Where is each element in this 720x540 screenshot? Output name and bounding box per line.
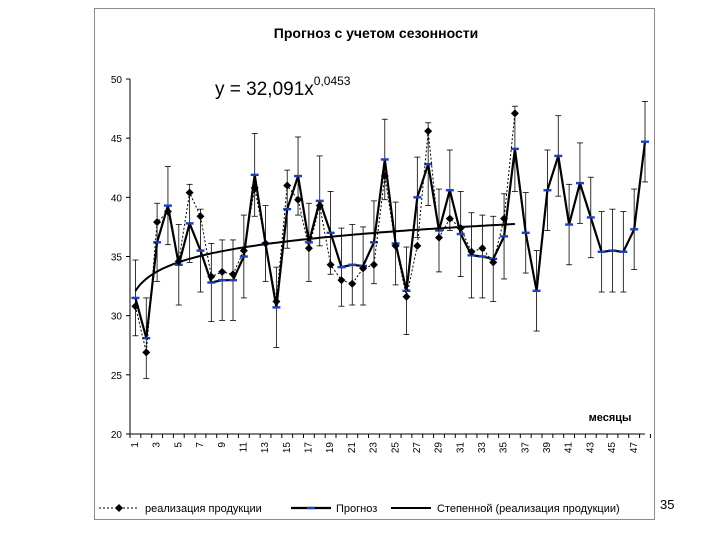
actual-point [391,241,400,250]
x-tick-label: 23 [369,442,380,454]
y-tick-label: 25 [111,371,123,382]
actual-point [207,272,216,281]
legend-item-forecast: Прогноз [291,503,377,515]
y-tick-label: 45 [111,134,123,145]
actual-point [196,212,205,221]
trend-equation-base: y = 32,091x [215,79,314,100]
actual-point [304,244,313,253]
actual-point [218,267,227,276]
actual-point [424,127,433,136]
actual-point [315,201,324,210]
actual-point [294,195,303,204]
x-axis-label: месяцы [589,412,632,424]
x-tick-label: 33 [477,442,488,454]
chart-frame: Прогноз с учетом сезонности y = 32,091x0… [94,8,655,520]
x-tick-label: 29 [434,442,445,454]
actual-point [402,292,411,301]
trend-equation: y = 32,091x0,0453 [215,74,351,100]
x-tick-label: 47 [629,442,640,454]
legend: реализация продукции Прогноз Степенной (… [99,503,620,515]
actual-point [261,239,270,248]
actual-series [131,109,519,357]
x-tick-label: 35 [499,442,510,454]
x-tick-label: 11 [238,442,249,453]
x-tick-label: 41 [564,442,575,454]
y-tick-label: 20 [111,430,123,441]
x-tick-label: 5 [173,442,184,448]
trend-equation-exponent: 0,0453 [314,74,351,88]
x-tick-label: 27 [412,442,423,454]
actual-point [174,257,183,266]
actual-point [337,276,346,285]
x-tick-label: 13 [260,442,271,454]
actual-point [239,246,248,255]
actual-point [413,241,422,250]
y-tick-label: 30 [111,312,123,323]
actual-point [467,247,476,256]
actual-point [369,260,378,269]
actual-point [510,109,519,118]
actual-point [163,207,172,216]
legend-label-forecast: Прогноз [336,503,377,515]
actual-point [456,224,465,233]
legend-item-trend: Степенной (реализация продукции) [391,503,620,515]
actual-point [131,302,140,311]
y-axis: 20 25 30 35 40 45 50 [111,75,131,441]
actual-point [142,348,151,357]
x-tick-label: 21 [347,442,358,454]
chart-title: Прогноз с учетом сезонности [274,25,478,41]
x-tick-label: 45 [607,442,618,454]
actual-point [489,258,498,267]
actual-point [359,264,368,273]
chart-canvas: Прогноз с учетом сезонности y = 32,091x0… [99,25,651,515]
actual-point [435,233,443,242]
page-number: 35 [660,497,675,512]
x-tick-label: 9 [217,442,228,448]
y-tick-label: 40 [111,193,123,204]
actual-point [445,214,454,223]
actual-point [283,181,292,190]
actual-point [380,172,389,181]
actual-point [272,297,281,306]
forecast-series [131,140,649,340]
actual-point [500,214,509,223]
x-axis: 1 3 5 7 9 11 13 15 17 19 21 23 25 27 29 31 33 35 37 39 41 43 4… [129,433,651,454]
x-tick-label: 15 [282,442,293,454]
actual-point [185,188,194,197]
y-tick-label: 35 [111,253,123,264]
forecast-line [134,141,647,340]
x-tick-label: 7 [195,442,206,448]
x-tick-label: 19 [325,442,336,454]
x-tick-label: 1 [130,442,141,448]
forecast-error-bars [132,101,648,379]
legend-item-actual: реализация продукции [99,503,262,515]
x-tick-label: 31 [455,442,466,454]
x-tick-label: 43 [585,442,596,454]
x-tick-label: 25 [390,442,401,454]
x-tick-label: 3 [152,442,163,448]
actual-point [478,244,487,253]
x-tick-label: 17 [304,442,315,454]
actual-point [348,279,357,288]
actual-point [153,218,162,227]
legend-label-trend: Степенной (реализация продукции) [437,503,620,515]
actual-point [250,183,259,192]
actual-point [229,270,237,279]
x-tick-label: 37 [520,442,531,454]
y-tick-label: 50 [111,75,123,86]
x-tick-label: 39 [542,442,553,454]
legend-label-actual: реализация продукции [145,503,262,515]
actual-point [326,260,335,269]
